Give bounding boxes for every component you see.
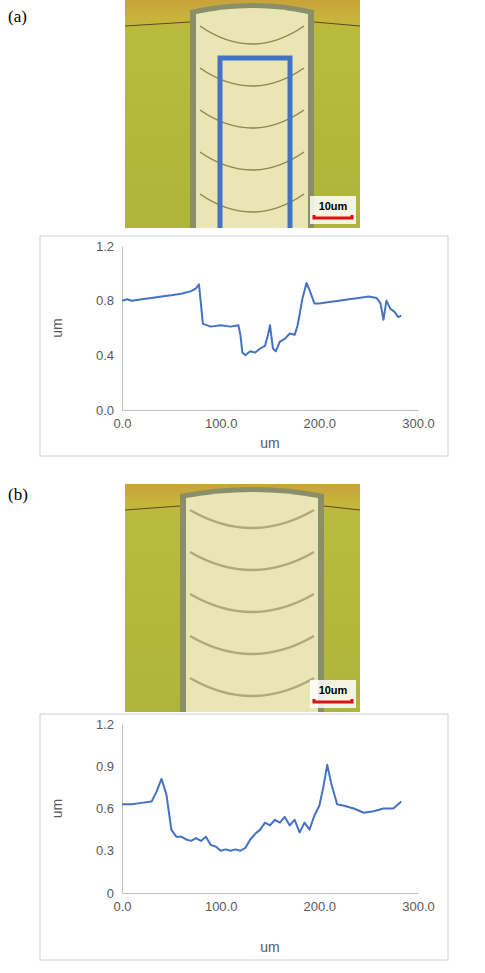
tick-label: 100.0 xyxy=(205,416,238,431)
tick-label: 0.0 xyxy=(96,403,114,418)
x-axis: 0.0 100.0 200.0 300.0 xyxy=(113,893,434,914)
weld-ripple xyxy=(190,678,314,696)
tick-label: 1.2 xyxy=(96,239,114,254)
y-axis-title: um xyxy=(49,799,65,818)
scale-bar-label: 10um xyxy=(319,200,348,212)
panel: (a) 10um 0.0 100.0 200.0 300.0 0.0 0.4 0.8 1.2 um u… xyxy=(8,0,448,456)
tick: 0.4 xyxy=(96,348,122,363)
tick-label: 0.6 xyxy=(96,801,114,816)
axis-line xyxy=(122,247,123,411)
weld-ripple xyxy=(190,510,314,528)
trench xyxy=(186,492,318,712)
trench-wall xyxy=(190,3,314,228)
tick: 1.2 xyxy=(96,239,122,254)
figure: (a) 10um 0.0 100.0 200.0 300.0 0.0 0.4 0.8 1.2 um u… xyxy=(0,0,485,973)
tick: 200.0 xyxy=(304,410,337,431)
scale-bar-label: 10um xyxy=(319,684,348,696)
scale-bar xyxy=(314,699,352,702)
tick-label: 0.0 xyxy=(113,416,131,431)
tick-label: 200.0 xyxy=(304,899,337,914)
crack xyxy=(314,22,360,26)
y-axis: 0 0.3 0.6 0.9 1.2 xyxy=(96,717,123,901)
y-axis-title: um xyxy=(49,318,65,337)
tick: 0.6 xyxy=(96,801,122,816)
scale-bar-ground xyxy=(310,680,356,708)
tick: 100.0 xyxy=(205,893,238,914)
panel-label: (b) xyxy=(8,485,28,504)
chart-frame xyxy=(40,236,448,456)
tick: 200.0 xyxy=(304,893,337,914)
tick: 0.3 xyxy=(96,843,122,858)
tick: 0.9 xyxy=(96,759,122,774)
plot-area xyxy=(122,283,401,355)
photo-ground xyxy=(125,0,360,228)
axis-line xyxy=(123,893,419,894)
tick-label: 300.0 xyxy=(402,899,435,914)
tick: 0.8 xyxy=(96,293,122,308)
data-line xyxy=(122,283,401,355)
scale-bar xyxy=(314,215,352,218)
tick-label: 100.0 xyxy=(205,899,238,914)
tick-label: 0.4 xyxy=(96,348,114,363)
plot-area xyxy=(122,765,401,851)
tick: 0 xyxy=(107,886,122,901)
chart-frame xyxy=(40,714,448,960)
micrograph xyxy=(125,484,360,712)
crack xyxy=(125,22,190,26)
x-axis: 0.0 100.0 200.0 300.0 xyxy=(113,410,434,431)
trench-wall xyxy=(180,487,324,712)
y-axis: 0.0 0.4 0.8 1.2 xyxy=(96,239,123,418)
tick: 0.0 xyxy=(96,403,122,418)
tick: 300.0 xyxy=(402,410,435,431)
tick-label: 300.0 xyxy=(402,416,435,431)
weld-ripple xyxy=(190,594,314,612)
scale-bar-ground xyxy=(310,196,356,224)
x-axis-title: um xyxy=(260,435,279,451)
tick-label: 0.0 xyxy=(113,899,131,914)
weld-ripple xyxy=(190,636,314,654)
panel-label: (a) xyxy=(8,7,27,26)
x-axis-title: um xyxy=(260,939,279,955)
tick: 300.0 xyxy=(402,893,435,914)
tick: 0.0 xyxy=(113,893,131,914)
tick: 0.0 xyxy=(113,410,131,431)
tick-label: 0.3 xyxy=(96,843,114,858)
tick-label: 1.2 xyxy=(96,717,114,732)
data-line xyxy=(122,765,401,851)
crack xyxy=(125,506,180,510)
tick-label: 200.0 xyxy=(304,416,337,431)
tick-label: 0.9 xyxy=(96,759,114,774)
weld-ripple xyxy=(200,26,304,44)
axis-line xyxy=(123,410,419,411)
axis-line xyxy=(122,725,123,894)
selection-box xyxy=(220,58,290,228)
photo-ground xyxy=(125,484,360,712)
micrograph xyxy=(125,0,360,228)
tick: 1.2 xyxy=(96,717,122,732)
tick-label: 0.8 xyxy=(96,293,114,308)
weld-ripple xyxy=(190,552,314,570)
tick-label: 0 xyxy=(107,886,114,901)
tick: 100.0 xyxy=(205,410,238,431)
crack xyxy=(324,506,360,510)
panel: (b) 10um 0.0 100.0 200.0 300.0 0 0.3 0.6 0.9 1.2 um… xyxy=(8,484,448,960)
